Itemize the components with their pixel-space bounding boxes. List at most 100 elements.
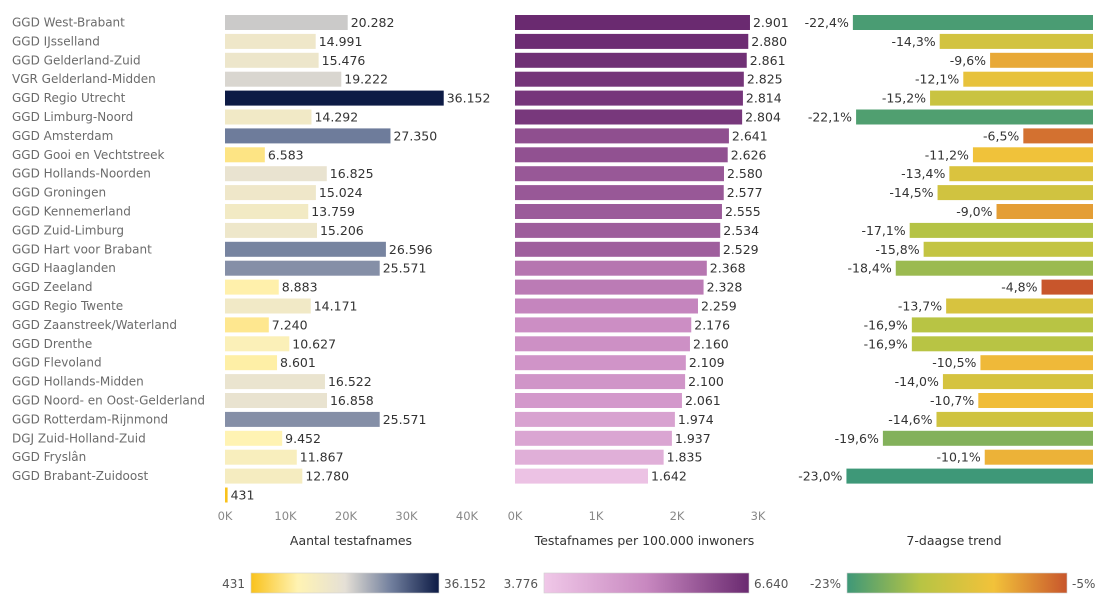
value-label-aantal-testafnames-dgj-zuid-holland-zuid: 9.452: [285, 431, 321, 446]
value-label-aantal-testafnames-ggd-kennemerland: 13.759: [311, 204, 355, 219]
value-label-7-daagse-trend-ggd-amsterdam: -6,5%: [983, 128, 1019, 143]
value-label-testafnames-per-100-000-inwoners-dgj-zuid-holland-zuid: 1.937: [675, 431, 711, 446]
tick-label-0-3: 30K: [395, 509, 418, 523]
value-label-testafnames-per-100-000-inwoners-ggd-ijsselland: 2.880: [751, 34, 787, 49]
bar-aantal-testafnames-ggd-amsterdam: [225, 128, 391, 144]
region-label-ggd-brabant-zuidoost: GGD Brabant-Zuidoost: [12, 469, 148, 483]
region-label-ggd-zeeland: GGD Zeeland: [12, 280, 93, 294]
bar-testafnames-per-100-000-inwoners-ggd-hollands-midden: [515, 374, 686, 390]
value-label-testafnames-per-100-000-inwoners-ggd-regio-utrecht: 2.814: [746, 91, 782, 106]
bar-testafnames-per-100-000-inwoners-ggd-zaanstreek-waterland: [515, 317, 692, 333]
bar-7-daagse-trend-ggd-gooi-en-vechtstreek: [972, 147, 1093, 163]
value-label-testafnames-per-100-000-inwoners-ggd-fryslan: 1.835: [667, 450, 703, 465]
bar-7-daagse-trend-ggd-limburg-noord: [856, 109, 1093, 125]
bar-testafnames-per-100-000-inwoners-ggd-rotterdam-rijnmond: [515, 411, 675, 427]
value-label-7-daagse-trend-dgj-zuid-holland-zuid: -19,6%: [835, 431, 879, 446]
tick-label-0-0: 0K: [218, 509, 233, 523]
panel-7-daagse-trend: -22,4% -14,3% -9,6% -12,1% -15,2% -22,1% -6,5%…: [798, 15, 1093, 548]
bar-testafnames-per-100-000-inwoners-ggd-regio-twente: [515, 298, 698, 314]
bar-7-daagse-trend-ggd-flevoland: [980, 355, 1093, 371]
value-label-7-daagse-trend-ggd-hart-voor-brabant: -15,8%: [875, 242, 919, 257]
color-legend-frame-2: [846, 572, 1068, 594]
value-label-testafnames-per-100-000-inwoners-ggd-zuid-limburg: 2.534: [723, 223, 759, 238]
bar-testafnames-per-100-000-inwoners-ggd-limburg-noord: [515, 109, 743, 125]
bar-7-daagse-trend-ggd-noord-en-oost-gelderland: [978, 393, 1093, 408]
axis-title-aantal-testafnames: Aantal testafnames: [290, 533, 412, 548]
color-legends: 431 36.152 3.776 6.640 -23% -5%: [222, 572, 1095, 594]
value-label-aantal-testafnames-ggd-fryslan: 11.867: [300, 450, 344, 465]
bar-7-daagse-trend-ggd-amsterdam: [1023, 128, 1093, 144]
region-label-vgr-gelderland-midden: VGR Gelderland-Midden: [12, 72, 156, 86]
bar-aantal-testafnames-ggd-rotterdam-rijnmond: [225, 411, 380, 427]
region-label-ggd-rotterdam-rijnmond: GGD Rotterdam-Rijnmond: [12, 412, 168, 426]
value-label-testafnames-per-100-000-inwoners-ggd-drenthe: 2.160: [693, 336, 729, 351]
panel-aantal-testafnames: 20.282 14.991 15.476 19.222 36.152 14.292 27.3…: [218, 15, 490, 548]
bar-7-daagse-trend-ggd-zuid-limburg: [909, 222, 1093, 238]
bar-aantal-testafnames-ggd-brabant-zuidoost: [225, 468, 303, 484]
value-label-testafnames-per-100-000-inwoners-ggd-regio-twente: 2.259: [701, 299, 737, 314]
legend-min-label-2: -23%: [810, 577, 841, 591]
bar-testafnames-per-100-000-inwoners-ggd-haaglanden: [515, 260, 707, 276]
value-label-7-daagse-trend-ggd-gooi-en-vechtstreek: -11,2%: [925, 147, 969, 162]
region-label-ggd-amsterdam: GGD Amsterdam: [12, 129, 113, 143]
bar-aantal-testafnames-vgr-gelderland-midden: [225, 71, 342, 87]
value-label-7-daagse-trend-ggd-rotterdam-rijnmond: -14,6%: [888, 412, 932, 427]
value-label-7-daagse-trend-ggd-west-brabant: -22,4%: [805, 15, 849, 30]
value-label-aantal-testafnames-ggd-zuid-limburg: 15.206: [320, 223, 364, 238]
value-label-7-daagse-trend-ggd-brabant-zuidoost: -23,0%: [798, 469, 842, 484]
bar-aantal-testafnames-ggd-drenthe: [225, 336, 290, 352]
value-label-7-daagse-trend-ggd-gelderland-zuid: -9,6%: [950, 53, 986, 68]
bar-testafnames-per-100-000-inwoners-ggd-noord-en-oost-gelderland: [515, 393, 682, 408]
value-label-aantal-testafnames-ggd-zeeland: 8.883: [282, 280, 318, 295]
bar-aantal-testafnames-ggd-noord-en-oost-gelderland: [225, 393, 327, 408]
axis-title-testafnames-per-100-000-inwoners: Testafnames per 100.000 inwoners: [534, 533, 755, 548]
value-label-7-daagse-trend-ggd-zaanstreek-waterland: -16,9%: [864, 317, 908, 332]
value-label-7-daagse-trend-ggd-limburg-noord: -22,1%: [808, 110, 852, 125]
bar-aantal-testafnames-ggd-regio-twente: [225, 298, 311, 314]
value-label-7-daagse-trend-ggd-regio-twente: -13,7%: [898, 299, 942, 314]
tick-label-1-0: 0K: [508, 509, 523, 523]
value-label-aantal-testafnames-ggd-hart-voor-brabant: 26.596: [389, 242, 433, 257]
bar-testafnames-per-100-000-inwoners-ggd-kennemerland: [515, 204, 722, 219]
region-label-ggd-flevoland: GGD Flevoland: [12, 356, 102, 370]
bar-aantal-testafnames-ggd-hart-voor-brabant: [225, 241, 386, 257]
value-label-testafnames-per-100-000-inwoners-ggd-hollands-noorden: 2.580: [727, 166, 763, 181]
value-label-testafnames-per-100-000-inwoners-ggd-gelderland-zuid: 2.861: [750, 53, 786, 68]
region-label-ggd-regio-utrecht: GGD Regio Utrecht: [12, 91, 126, 105]
value-label-aantal-testafnames-ggd-gelderland-zuid: 15.476: [322, 53, 366, 68]
bar-aantal-testafnames-ggd-ijsselland: [225, 33, 316, 49]
bar-aantal-testafnames-ggd-zaanstreek-waterland: [225, 317, 269, 333]
value-label-7-daagse-trend-ggd-zuid-limburg: -17,1%: [861, 223, 905, 238]
tick-label-0-2: 20K: [335, 509, 358, 523]
value-label-testafnames-per-100-000-inwoners-ggd-hollands-midden: 2.100: [688, 374, 724, 389]
value-label-testafnames-per-100-000-inwoners-vgr-gelderland-midden: 2.825: [747, 72, 783, 87]
bar-7-daagse-trend-ggd-groningen: [937, 185, 1093, 201]
value-label-testafnames-per-100-000-inwoners-ggd-groningen: 2.577: [727, 185, 763, 200]
bar-testafnames-per-100-000-inwoners-ggd-fryslan: [515, 449, 664, 465]
tick-label-1-3: 3K: [751, 509, 766, 523]
value-label-testafnames-per-100-000-inwoners-ggd-gooi-en-vechtstreek: 2.626: [731, 147, 767, 162]
region-label-ggd-west-brabant: GGD West-Brabant: [12, 16, 125, 30]
value-label-7-daagse-trend-ggd-groningen: -14,5%: [889, 185, 933, 200]
region-label-ggd-gelderland-zuid: GGD Gelderland-Zuid: [12, 53, 141, 67]
legend-min-label-1: 3.776: [504, 577, 538, 591]
region-label-ggd-hollands-noorden: GGD Hollands-Noorden: [12, 167, 151, 181]
value-label-7-daagse-trend-ggd-drenthe: -16,9%: [864, 336, 908, 351]
value-label-testafnames-per-100-000-inwoners-ggd-rotterdam-rijnmond: 1.974: [678, 412, 714, 427]
bar-7-daagse-trend-ggd-hollands-noorden: [949, 166, 1093, 182]
bar-7-daagse-trend-ggd-haaglanden: [895, 260, 1093, 276]
bar-testafnames-per-100-000-inwoners-ggd-gelderland-zuid: [515, 52, 747, 68]
bar-aantal-testafnames-ggd-hollands-noorden: [225, 166, 327, 182]
color-legend-frame-0: [250, 572, 440, 594]
region-label-ggd-kennemerland: GGD Kennemerland: [12, 205, 131, 219]
value-label-aantal-testafnames-ggd-noord-en-oost-gelderland: 16.858: [330, 393, 374, 408]
value-label-aantal-testafnames-ggd-hollands-noorden: 16.825: [330, 166, 374, 181]
region-label-ggd-zaanstreek-waterland: GGD Zaanstreek/Waterland: [12, 318, 177, 332]
color-legend-bar-2: [847, 573, 1067, 593]
bar-testafnames-per-100-000-inwoners-ggd-gooi-en-vechtstreek: [515, 147, 728, 163]
value-label-testafnames-per-100-000-inwoners-ggd-noord-en-oost-gelderland: 2.061: [685, 393, 721, 408]
bar-7-daagse-trend-ggd-gelderland-zuid: [990, 52, 1093, 68]
value-label-aantal-testafnames-ggd-hollands-midden: 16.522: [328, 374, 372, 389]
bar-testafnames-per-100-000-inwoners-vgr-gelderland-midden: [515, 71, 744, 87]
region-label-ggd-noord-en-oost-gelderland: GGD Noord- en Oost-Gelderland: [12, 394, 205, 408]
